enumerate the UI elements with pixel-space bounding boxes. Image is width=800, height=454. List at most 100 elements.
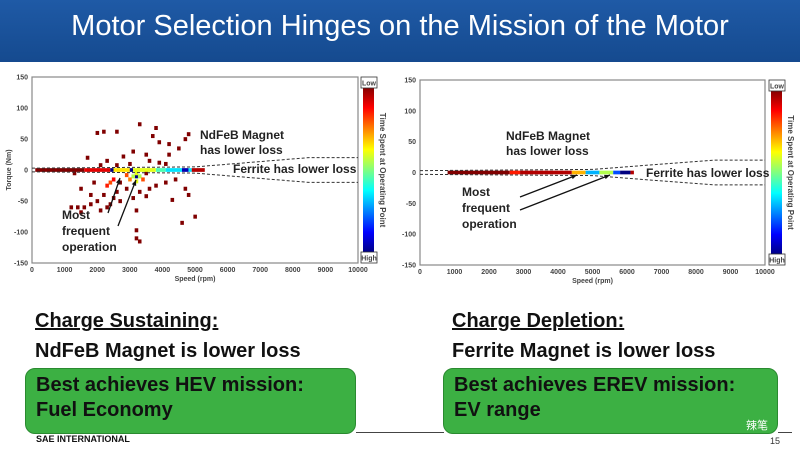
x-tick-label: 2000 — [481, 269, 497, 276]
y-tick-label: 0 — [412, 170, 416, 177]
x-tick-label: 9000 — [318, 267, 334, 274]
heatmap-cell — [134, 208, 139, 213]
arrow-head-icon — [604, 174, 610, 180]
arrow-head-icon — [131, 180, 137, 186]
heatmap-cell — [137, 174, 142, 179]
x-tick-label: 10000 — [348, 267, 368, 274]
loss-boundary-upper — [419, 159, 765, 172]
heatmap-cell — [98, 208, 103, 213]
heatmap-cell — [105, 205, 109, 210]
heatmap-cell — [102, 129, 106, 134]
y-tick-label: 100 — [404, 108, 416, 115]
colorbar-low-box — [768, 79, 786, 92]
arrow-head-icon — [115, 178, 121, 184]
operating-band — [585, 170, 600, 175]
heatmap-cell — [164, 161, 168, 166]
annotation-most-frequent: operation — [62, 240, 117, 254]
operating-band — [155, 168, 166, 172]
x-tick-label: 6000 — [220, 267, 236, 274]
colorbar-high-box — [360, 251, 378, 264]
heatmap-cell — [147, 158, 152, 163]
right-statement: Ferrite Magnet is lower loss — [452, 340, 716, 362]
heatmap-cell — [95, 130, 100, 135]
left-box-line2: Fuel Economy — [36, 399, 173, 421]
y-tick-label: -100 — [402, 232, 416, 239]
y-axis-label: Torque (Nm) — [6, 149, 13, 190]
heatmap-cell — [115, 163, 119, 168]
y-tick-label: 150 — [16, 75, 28, 82]
annotation-ndfeb: NdFeB Magnet — [200, 128, 284, 142]
watermark: 辣笔 — [746, 420, 768, 432]
heatmap-cell — [193, 214, 197, 219]
heatmap-cell — [131, 174, 135, 179]
colorbar — [363, 87, 374, 253]
heatmap-cell — [141, 177, 145, 182]
annotation-ndfeb: has lower loss — [200, 143, 283, 157]
colorbar-high-box — [768, 253, 786, 266]
heatmap-cell — [167, 152, 171, 157]
heatmap-cell — [124, 173, 129, 178]
operating-band — [447, 170, 510, 175]
heatmap-cell — [177, 146, 181, 151]
heatmap-cell — [131, 149, 135, 154]
heatmap-cell — [134, 171, 139, 176]
operating-band — [191, 168, 205, 172]
heatmap-cell — [105, 183, 109, 188]
heatmap-cell — [128, 161, 132, 166]
slide-title: Motor Selection Hinges on the Mission of… — [71, 10, 729, 42]
x-tick-label: 2000 — [89, 267, 105, 274]
arrow-line — [519, 174, 578, 198]
heatmap-cell — [102, 192, 106, 197]
y-tick-label: 0 — [24, 168, 28, 175]
x-tick-label: 5000 — [187, 267, 203, 274]
right-box-line1: Best achieves EREV mission: — [454, 374, 736, 396]
operating-band — [620, 170, 631, 175]
footer-divider — [356, 432, 444, 433]
heatmap-cell — [92, 180, 96, 185]
operating-band — [509, 170, 521, 175]
loss-boundary-lower — [419, 173, 765, 186]
right-heading: Charge Depletion: — [452, 310, 625, 332]
page-number: 15 — [770, 436, 781, 446]
footer-divider-right — [778, 432, 792, 433]
title-bar: Motor Selection Hinges on the Mission of… — [0, 0, 800, 62]
heatmap-cell — [170, 197, 175, 202]
operating-band — [84, 168, 111, 172]
heatmap-cell — [118, 199, 122, 204]
colorbar-low-label: Low — [770, 84, 785, 91]
y-tick-label: -50 — [18, 199, 28, 206]
x-tick-label: 0 — [30, 267, 34, 274]
heatmap-cell — [134, 236, 139, 241]
heatmap-cell — [121, 154, 126, 159]
operating-band — [113, 168, 130, 172]
colorbar-label: Time Spent at Operating Point — [378, 113, 387, 228]
annotation-most-frequent: frequent — [462, 201, 510, 215]
x-tick-label: 8000 — [688, 269, 704, 276]
heatmap-cell — [76, 205, 80, 210]
heatmap-cell — [164, 180, 168, 185]
x-tick-label: 9000 — [723, 269, 739, 276]
heatmap-cell — [82, 205, 87, 210]
x-tick-label: 6000 — [619, 269, 635, 276]
operating-band — [165, 168, 182, 172]
x-tick-label: 10000 — [755, 269, 775, 276]
operating-band — [181, 168, 189, 172]
right-mission-box: Best achieves EREV mission: EV range — [443, 368, 778, 434]
x-axis-label: Speed (rpm) — [175, 276, 216, 283]
x-tick-label: 7000 — [654, 269, 670, 276]
operating-band — [630, 170, 634, 175]
y-tick-label: -100 — [14, 230, 28, 237]
annotation-ndfeb: has lower loss — [506, 144, 589, 158]
y-tick-label: 50 — [408, 139, 416, 146]
x-tick-label: 3000 — [516, 269, 532, 276]
heatmap-cell — [144, 152, 149, 157]
x-tick-label: 1000 — [57, 267, 73, 274]
heatmap-cell — [105, 158, 109, 163]
left-mission-box: Best achieves HEV mission: Fuel Economy — [25, 368, 356, 434]
operating-band — [129, 168, 134, 172]
annotation-ferrite: Ferrite has lower loss — [233, 162, 357, 176]
y-tick-label: -150 — [14, 261, 28, 268]
operating-band — [599, 170, 614, 175]
heatmap-cell — [89, 192, 93, 197]
